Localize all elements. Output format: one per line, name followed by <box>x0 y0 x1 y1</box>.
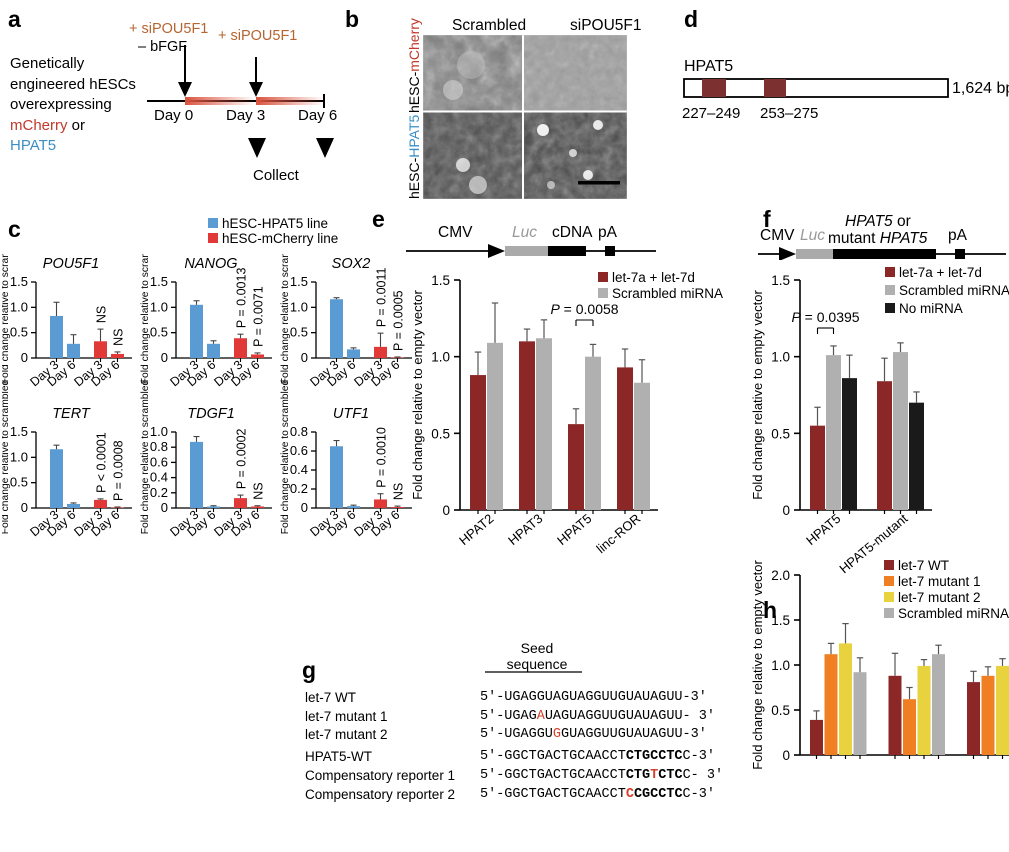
svg-text:0: 0 <box>782 748 790 763</box>
svg-text:2.0: 2.0 <box>771 568 790 583</box>
svg-text:1.0: 1.0 <box>771 658 790 673</box>
svg-text:Fold change relative to empty: Fold change relative to empty vector <box>750 560 765 770</box>
svg-text:0.5: 0.5 <box>771 703 790 718</box>
svg-text:1.5: 1.5 <box>771 613 790 628</box>
